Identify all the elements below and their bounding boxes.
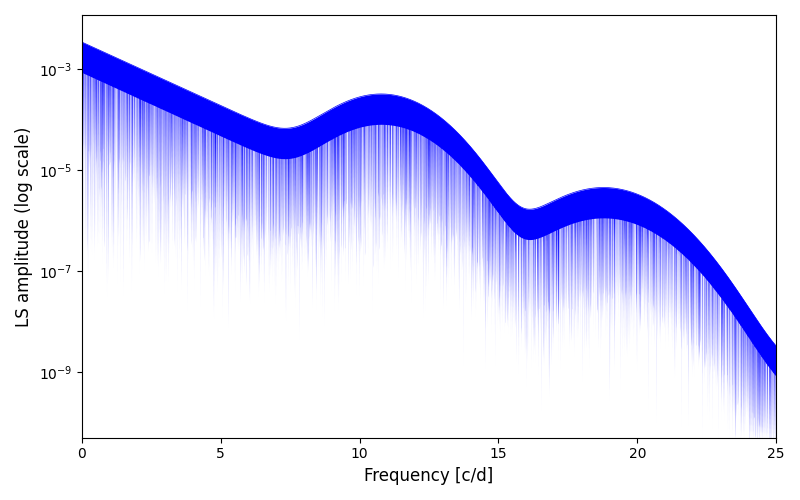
- X-axis label: Frequency [c/d]: Frequency [c/d]: [364, 467, 494, 485]
- Y-axis label: LS amplitude (log scale): LS amplitude (log scale): [15, 126, 33, 326]
